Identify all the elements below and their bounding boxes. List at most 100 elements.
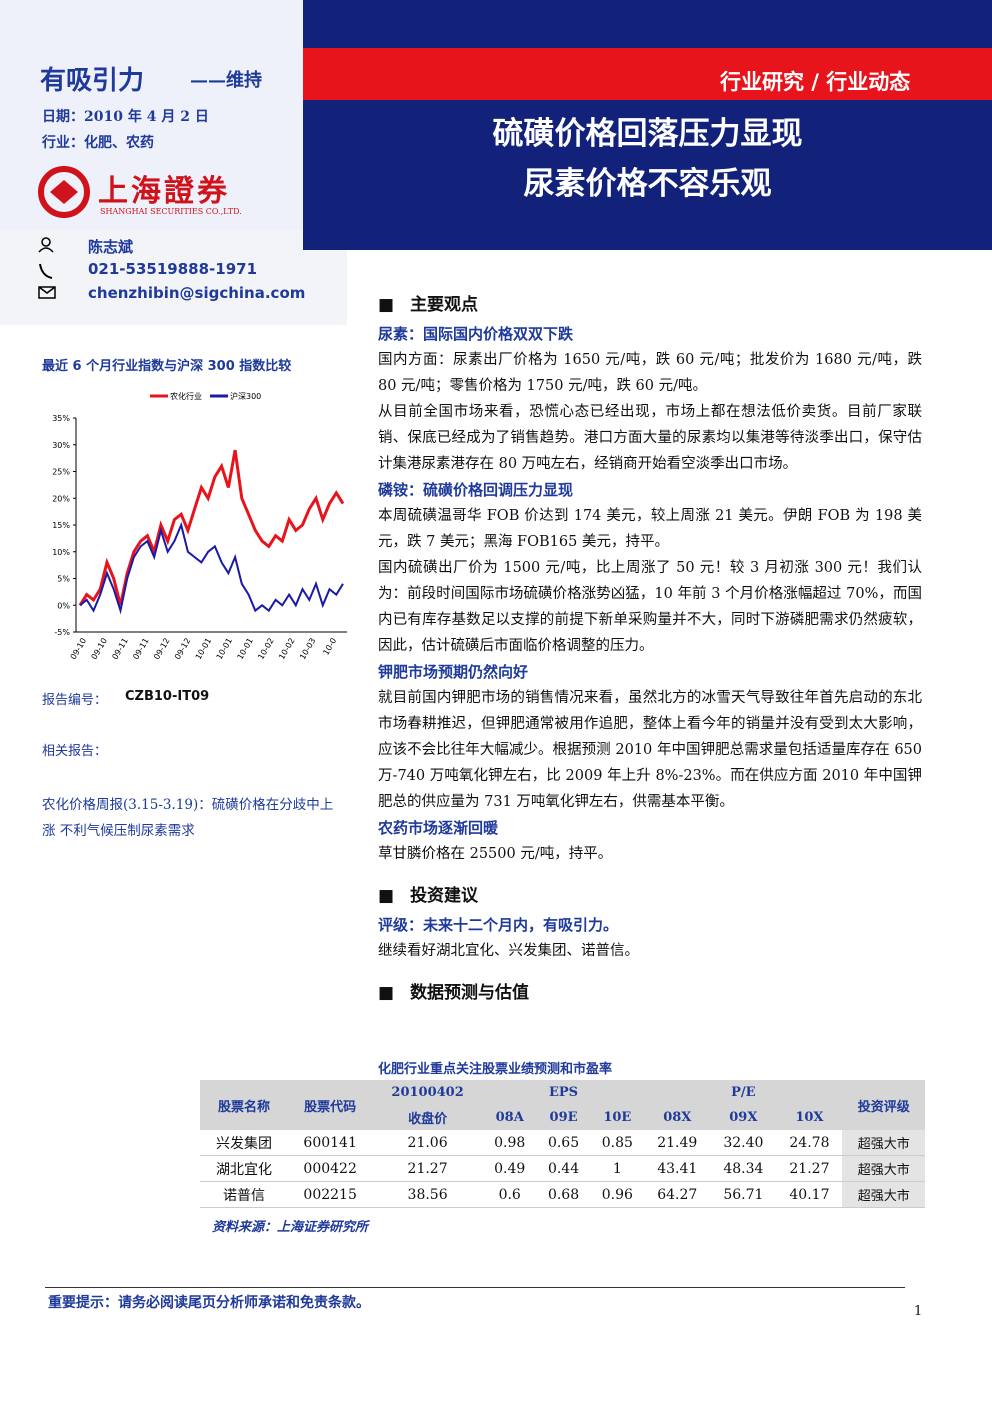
paragraph: 草甘膦价格在 25500 元/吨，持平。 <box>378 846 613 862</box>
paragraph: 本周硫磺温哥华 FOB 价达到 174 美元，较上周涨 21 美元。伊朗 FOB… <box>378 508 922 550</box>
title: 硫磺价格回落压力显现 <box>492 116 803 152</box>
date: 日期：2010 年 4 月 2 日 <box>42 109 209 125</box>
title: 尿素价格不容乐观 <box>523 166 772 202</box>
cell: 21.27 <box>407 1160 448 1177</box>
y-tick-label: -5% <box>54 628 70 637</box>
cell: 600141 <box>303 1134 357 1151</box>
rating: 有吸引力 <box>40 66 145 96</box>
bullet: ■ <box>378 295 395 315</box>
y-tick-label: 35% <box>52 414 70 423</box>
x-tick-label: 09-11 <box>110 637 129 662</box>
cell: 38.56 <box>407 1186 448 1203</box>
legend-label: 农化行业 <box>170 391 202 401</box>
x-tick-label: 10-01 <box>236 637 255 662</box>
cell: 56.71 <box>723 1186 764 1203</box>
y-tick-label: 30% <box>52 441 70 450</box>
subheading: 农药市场逐渐回暖 <box>378 819 499 837</box>
section-heading: ■ 数据预测与估值 <box>378 978 922 1003</box>
x-tick-label: 10-01 <box>215 637 234 662</box>
report-no-label: 报告编号： <box>42 693 108 708</box>
band-title <box>303 100 992 250</box>
cell: 000422 <box>303 1160 357 1177</box>
rating-note: ——维持 <box>190 70 262 91</box>
cell: 0.68 <box>547 1186 580 1203</box>
band-red <box>303 48 992 100</box>
table-head: 股票名称 股票代码 20100402 EPS P/E 投资评级 收盘价 08A 09E 10E 08… <box>200 1080 925 1130</box>
table-caption: 化肥行业重点关注股票业绩预测和市盈率 <box>378 1062 613 1077</box>
logo-icon <box>38 166 90 218</box>
phone: 021-53519888-1971 <box>88 260 258 278</box>
header-cell: 股票代码 <box>287 1080 373 1130</box>
section-title: 数据预测与估值 <box>410 983 530 1003</box>
subheading: 磷铵：硫磺价格回调压力显现 <box>378 481 574 499</box>
y-tick-label: 5% <box>57 575 70 584</box>
header-cell: EPS <box>482 1080 645 1105</box>
chart-title: 最近 6 个月行业指数与沪深 300 指数比较 <box>42 359 292 374</box>
paragraph: 就目前国内钾肥市场的销售情况来看，虽然北方的冰雪天气导致往年首先启动的东北市场春… <box>378 690 922 810</box>
subheading: 尿素：国际国内价格双双下跌 <box>378 325 574 343</box>
cell: 24.78 <box>789 1134 830 1151</box>
header-cell: 10X <box>776 1105 843 1130</box>
cell: 超强大市 <box>842 1155 925 1182</box>
cell: 21.27 <box>789 1160 830 1177</box>
cell: 0.49 <box>494 1160 526 1177</box>
bullet: ■ <box>378 886 395 906</box>
cell: 0.96 <box>601 1186 633 1203</box>
table-body: 兴发集团 600141 21.06 0.98 0.65 0.85 21.49 32.40 24.… <box>200 1130 925 1208</box>
cell: 0.6 <box>498 1186 521 1203</box>
cell: 40.17 <box>789 1186 830 1203</box>
cell: 0.65 <box>547 1134 580 1151</box>
header-cell: P/E <box>644 1080 843 1105</box>
header-cell: 投资评级 <box>842 1080 925 1130</box>
footer-rule <box>45 1287 905 1288</box>
analyst: 陈志斌 <box>88 238 134 256</box>
paragraph: 继续看好湖北宜化、兴发集团、诺普信。 <box>378 943 639 959</box>
table-row: 诺普信 002215 38.56 0.6 0.68 0.96 64.27 56.71 40.17… <box>200 1181 925 1208</box>
series-line <box>79 521 344 615</box>
source: 资料来源：上海证券研究所 <box>212 1220 369 1235</box>
legend-label: 沪深300 <box>230 391 261 401</box>
related-label: 相关报告： <box>42 744 108 759</box>
paragraph: 从目前全国市场来看，恐慌心态已经出现，市场上都在想法低价卖货。目前厂家联销、保底… <box>378 404 922 472</box>
cell: 0.98 <box>494 1134 526 1151</box>
y-tick-label: 10% <box>52 548 70 557</box>
cell: 诺普信 <box>222 1187 265 1204</box>
header-cell: 20100402 <box>372 1080 483 1105</box>
header-cell: 收盘价 <box>372 1105 483 1130</box>
subheading: 钾肥市场预期仍然向好 <box>378 663 529 681</box>
header-cell: 09E <box>536 1105 591 1130</box>
x-tick-label: 09-10 <box>69 637 88 662</box>
section-heading: ■ 主要观点 <box>378 290 922 315</box>
cell: 超强大市 <box>842 1130 925 1156</box>
header-cell: 股票名称 <box>200 1080 288 1130</box>
series-line <box>78 449 345 607</box>
x-tick-label: 10-03 <box>298 637 317 662</box>
cell: 21.06 <box>407 1134 448 1151</box>
x-tick-label: 10-02 <box>256 637 275 662</box>
cell: 43.41 <box>657 1160 698 1177</box>
paragraph: 国内方面：尿素出厂价格为 1650 元/吨，跌 60 元/吨；批发价为 1680… <box>378 352 922 394</box>
cell: 1 <box>612 1160 622 1177</box>
notice: 重要提示：请务必阅读尾页分析师承诺和免责条款。 <box>48 1295 370 1311</box>
contact-bg <box>0 230 347 325</box>
x-tick-label: 09-12 <box>152 637 171 662</box>
x-tick-label: 09-11 <box>131 637 150 662</box>
logo-text: 上海證券 <box>98 174 230 209</box>
x-tick-label: 09-12 <box>173 637 192 662</box>
table-row: 湖北宜化 000422 21.27 0.49 0.44 1 43.41 48.34 21.27 超… <box>200 1155 925 1182</box>
logo-en: SHANGHAI SECURITIES CO.,LTD. <box>100 207 242 216</box>
cell: 002215 <box>303 1186 357 1203</box>
subheading: 评级：未来十二个月内，有吸引力。 <box>378 916 619 934</box>
y-tick-label: 15% <box>52 521 70 530</box>
section-title: 投资建议 <box>410 886 479 906</box>
x-tick-label: 10-01 <box>194 637 213 662</box>
email: chenzhibin@sigchina.com <box>88 284 306 302</box>
body: ■ 主要观点尿素：国际国内价格双双下跌国内方面：尿素出厂价格为 1650 元/吨，… <box>378 290 922 1009</box>
section-title: 主要观点 <box>410 295 479 315</box>
cell: 超强大市 <box>842 1181 925 1208</box>
cell: 兴发集团 <box>215 1135 272 1152</box>
table: 股票名称 股票代码 20100402 EPS P/E 投资评级 收盘价 08A 09E 10E 08… <box>200 1080 925 1208</box>
cell: 32.40 <box>723 1134 764 1151</box>
cell: 64.27 <box>657 1186 698 1203</box>
contact-icons <box>38 237 56 299</box>
